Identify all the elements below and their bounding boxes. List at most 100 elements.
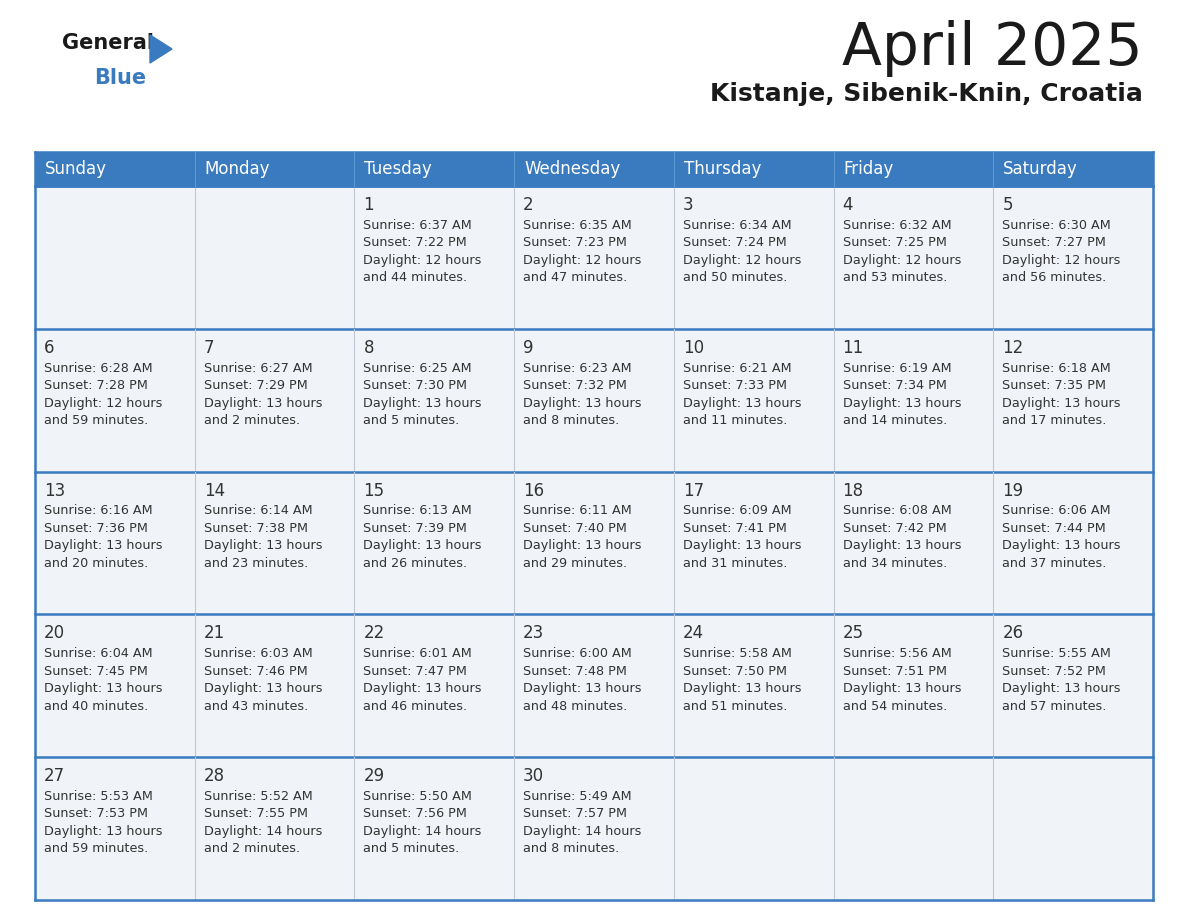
Text: 19: 19 [1003,482,1023,499]
Text: April 2025: April 2025 [842,20,1143,77]
Text: Daylight: 14 hours: Daylight: 14 hours [364,825,482,838]
Text: Daylight: 13 hours: Daylight: 13 hours [364,397,482,409]
Text: Tuesday: Tuesday [365,160,432,178]
Text: 21: 21 [203,624,225,643]
Text: Sunset: 7:57 PM: Sunset: 7:57 PM [523,808,627,821]
Text: Sunset: 7:50 PM: Sunset: 7:50 PM [683,665,786,677]
Text: Daylight: 12 hours: Daylight: 12 hours [523,253,642,267]
Text: Sunset: 7:34 PM: Sunset: 7:34 PM [842,379,947,392]
Bar [514,152,674,186]
Text: Daylight: 13 hours: Daylight: 13 hours [523,397,642,409]
Text: Sunrise: 5:53 AM: Sunrise: 5:53 AM [44,790,153,803]
Text: Sunset: 7:46 PM: Sunset: 7:46 PM [203,665,308,677]
Text: Sunset: 7:39 PM: Sunset: 7:39 PM [364,521,467,535]
Text: Daylight: 12 hours: Daylight: 12 hours [683,253,801,267]
Text: Sunset: 7:47 PM: Sunset: 7:47 PM [364,665,467,677]
Bar [34,472,1154,614]
Text: Sunrise: 5:58 AM: Sunrise: 5:58 AM [683,647,791,660]
Text: Sunday: Sunday [45,160,107,178]
Text: 20: 20 [44,624,65,643]
Bar [34,186,1154,329]
Text: Sunrise: 6:18 AM: Sunrise: 6:18 AM [1003,362,1111,375]
Text: Sunrise: 6:28 AM: Sunrise: 6:28 AM [44,362,152,375]
Text: Sunset: 7:27 PM: Sunset: 7:27 PM [1003,236,1106,250]
Text: Sunset: 7:44 PM: Sunset: 7:44 PM [1003,521,1106,535]
Bar [834,152,993,186]
Text: 11: 11 [842,339,864,357]
Text: Sunrise: 5:49 AM: Sunrise: 5:49 AM [523,790,632,803]
Bar [354,152,514,186]
Text: Daylight: 13 hours: Daylight: 13 hours [842,540,961,553]
Text: Daylight: 13 hours: Daylight: 13 hours [1003,397,1120,409]
Text: Sunrise: 6:23 AM: Sunrise: 6:23 AM [523,362,632,375]
Text: Sunrise: 6:08 AM: Sunrise: 6:08 AM [842,504,952,518]
Text: and 20 minutes.: and 20 minutes. [44,557,148,570]
Text: and 46 minutes.: and 46 minutes. [364,700,468,712]
Text: and 31 minutes.: and 31 minutes. [683,557,788,570]
Text: and 57 minutes.: and 57 minutes. [1003,700,1107,712]
Text: 5: 5 [1003,196,1013,214]
Text: 9: 9 [523,339,533,357]
Text: Sunrise: 5:56 AM: Sunrise: 5:56 AM [842,647,952,660]
Text: 8: 8 [364,339,374,357]
Text: Daylight: 13 hours: Daylight: 13 hours [1003,540,1120,553]
Text: Sunrise: 6:06 AM: Sunrise: 6:06 AM [1003,504,1111,518]
Bar [34,152,195,186]
Text: Sunrise: 5:52 AM: Sunrise: 5:52 AM [203,790,312,803]
Text: Daylight: 13 hours: Daylight: 13 hours [203,540,322,553]
Text: and 23 minutes.: and 23 minutes. [203,557,308,570]
Text: Sunrise: 6:32 AM: Sunrise: 6:32 AM [842,218,952,231]
Text: 15: 15 [364,482,385,499]
Text: Sunrise: 6:30 AM: Sunrise: 6:30 AM [1003,218,1111,231]
Text: 29: 29 [364,767,385,785]
Text: 6: 6 [44,339,55,357]
Text: Blue: Blue [94,68,146,88]
Text: Sunrise: 6:16 AM: Sunrise: 6:16 AM [44,504,152,518]
Text: 2: 2 [523,196,533,214]
Text: Daylight: 13 hours: Daylight: 13 hours [44,825,163,838]
Text: 3: 3 [683,196,694,214]
Text: Sunrise: 6:04 AM: Sunrise: 6:04 AM [44,647,152,660]
Text: Sunrise: 6:13 AM: Sunrise: 6:13 AM [364,504,472,518]
Text: Wednesday: Wednesday [524,160,620,178]
Text: and 59 minutes.: and 59 minutes. [44,414,148,427]
Text: Daylight: 13 hours: Daylight: 13 hours [44,682,163,695]
Text: and 56 minutes.: and 56 minutes. [1003,271,1106,285]
Text: and 2 minutes.: and 2 minutes. [203,843,299,856]
Text: Monday: Monday [204,160,270,178]
Text: Sunset: 7:40 PM: Sunset: 7:40 PM [523,521,627,535]
Text: Sunrise: 5:50 AM: Sunrise: 5:50 AM [364,790,473,803]
Text: Sunset: 7:51 PM: Sunset: 7:51 PM [842,665,947,677]
Text: Sunset: 7:48 PM: Sunset: 7:48 PM [523,665,627,677]
Text: Daylight: 13 hours: Daylight: 13 hours [203,397,322,409]
Text: 12: 12 [1003,339,1024,357]
Text: Daylight: 13 hours: Daylight: 13 hours [842,397,961,409]
Text: 23: 23 [523,624,544,643]
Text: 28: 28 [203,767,225,785]
Text: and 8 minutes.: and 8 minutes. [523,843,619,856]
Text: and 17 minutes.: and 17 minutes. [1003,414,1107,427]
Text: and 44 minutes.: and 44 minutes. [364,271,468,285]
Polygon shape [150,35,172,63]
Text: Saturday: Saturday [1004,160,1078,178]
Text: Sunset: 7:33 PM: Sunset: 7:33 PM [683,379,786,392]
Text: 10: 10 [683,339,704,357]
Text: and 54 minutes.: and 54 minutes. [842,700,947,712]
Bar [993,152,1154,186]
Text: Sunrise: 6:01 AM: Sunrise: 6:01 AM [364,647,472,660]
Text: Sunset: 7:36 PM: Sunset: 7:36 PM [44,521,147,535]
Text: Daylight: 13 hours: Daylight: 13 hours [842,682,961,695]
Text: 7: 7 [203,339,214,357]
Text: and 50 minutes.: and 50 minutes. [683,271,788,285]
Text: Sunrise: 6:27 AM: Sunrise: 6:27 AM [203,362,312,375]
Text: and 37 minutes.: and 37 minutes. [1003,557,1107,570]
Bar [195,152,354,186]
Text: Daylight: 13 hours: Daylight: 13 hours [364,540,482,553]
Text: Daylight: 13 hours: Daylight: 13 hours [364,682,482,695]
Text: Thursday: Thursday [684,160,762,178]
Text: Sunrise: 6:19 AM: Sunrise: 6:19 AM [842,362,952,375]
Text: Sunset: 7:23 PM: Sunset: 7:23 PM [523,236,627,250]
Text: Sunset: 7:25 PM: Sunset: 7:25 PM [842,236,947,250]
Text: Daylight: 12 hours: Daylight: 12 hours [44,397,163,409]
Text: 18: 18 [842,482,864,499]
